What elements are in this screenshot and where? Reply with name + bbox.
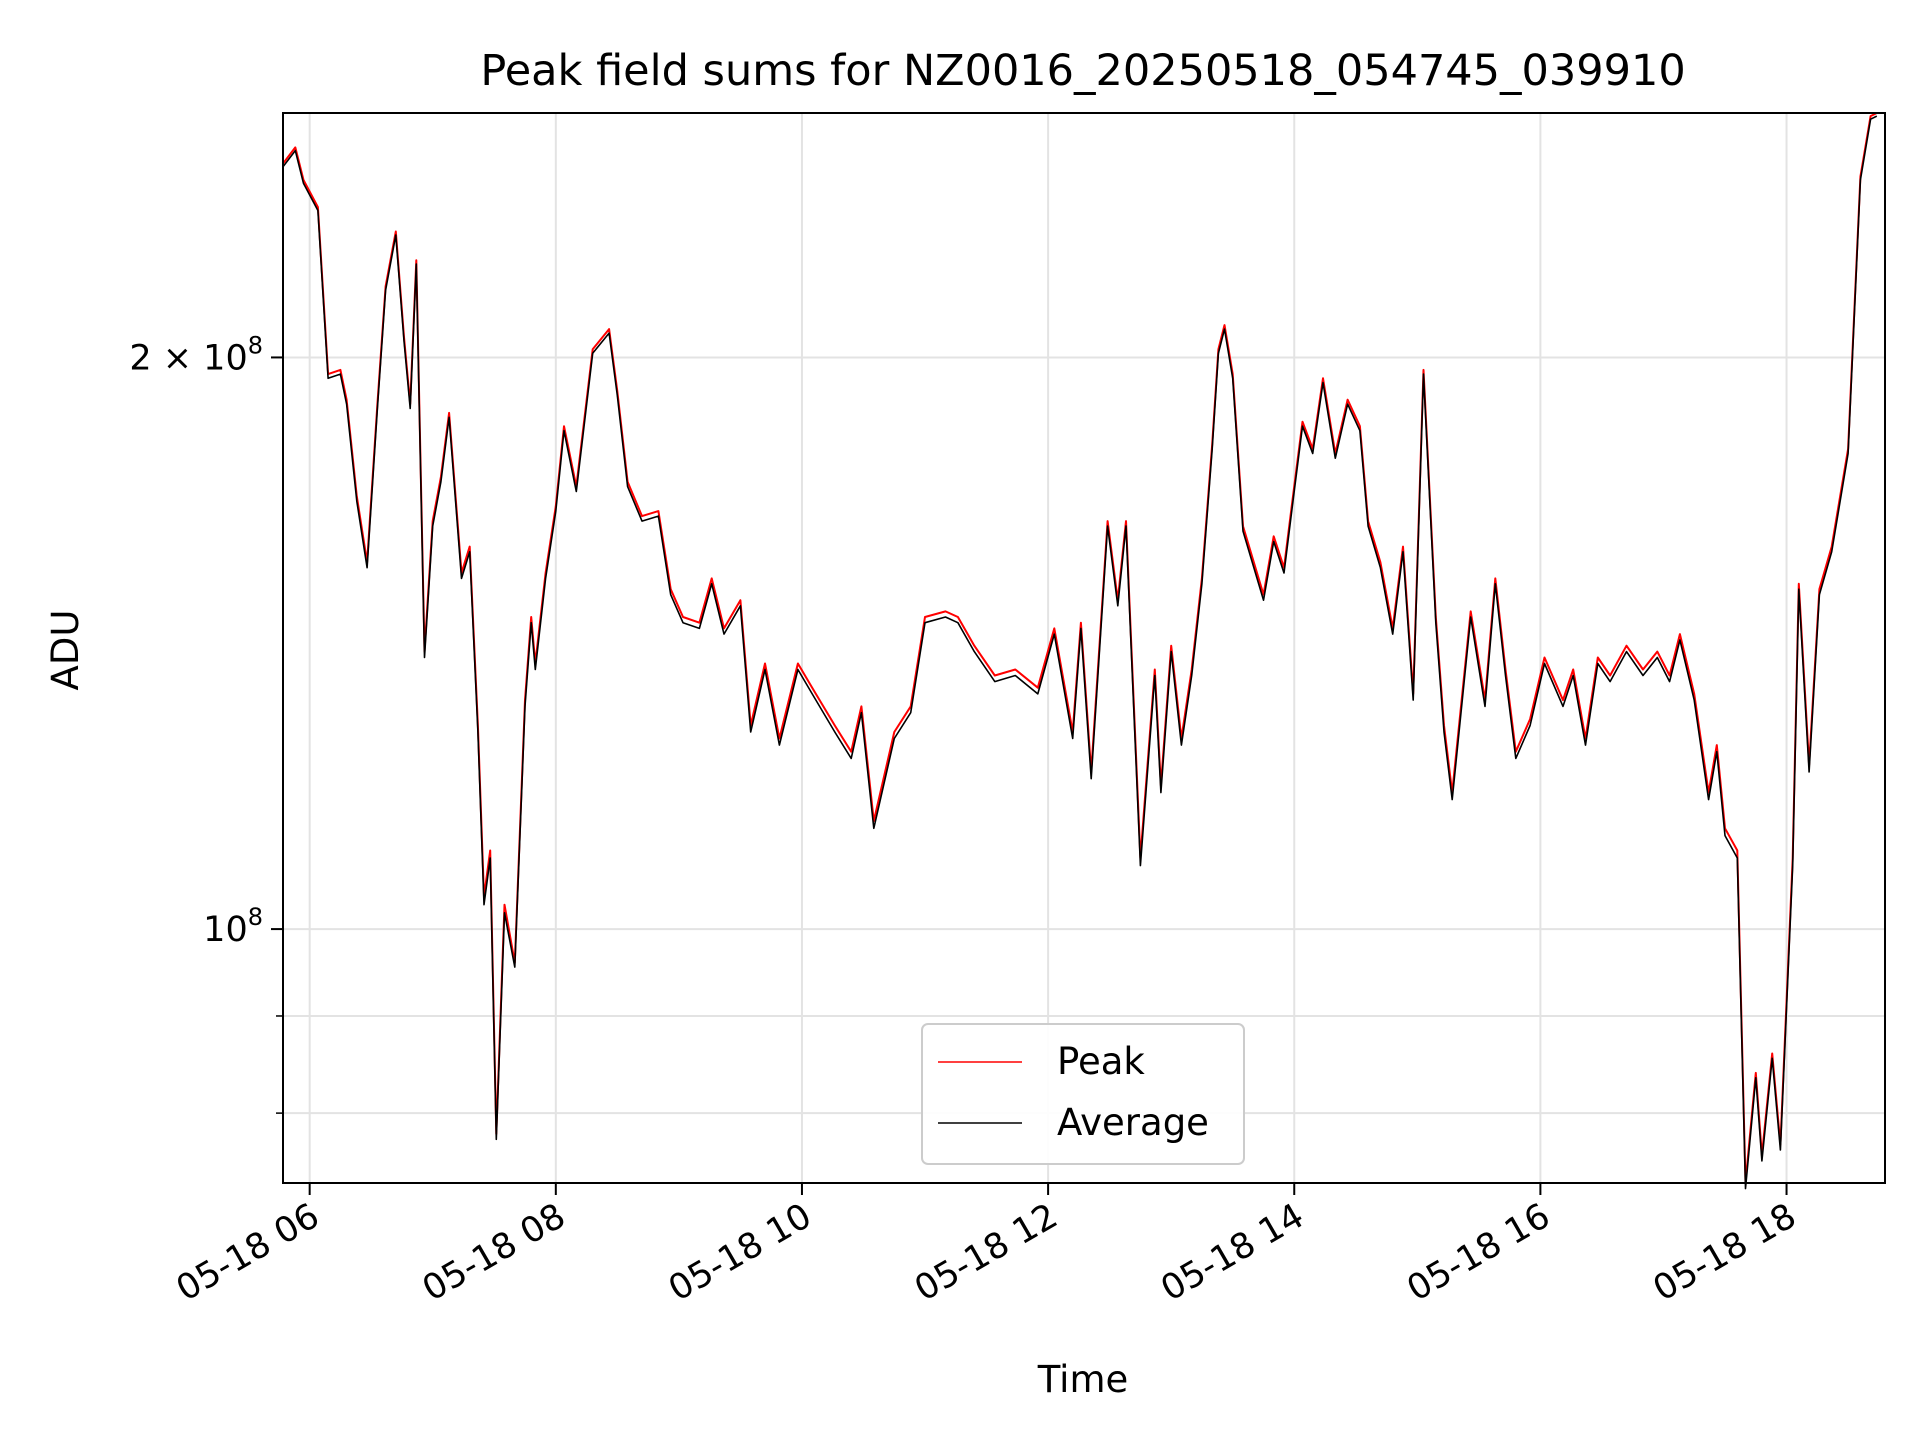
y-axis-label: ADU [44,610,87,691]
legend: Peak Average [921,1023,1245,1165]
x-axis-label: Time [1037,1358,1129,1401]
x-tick-label: 05-18 10 [662,1196,818,1309]
legend-peak-label: Peak [1057,1040,1145,1083]
x-tick-label: 05-18 16 [1401,1196,1557,1309]
y-axis: 108 2 × 108 [129,331,283,1114]
y-tick-label: 2 × 108 [129,331,263,378]
grid-lines [283,113,1885,1183]
legend-box [921,1023,1245,1165]
x-axis: 05-18 06 05-18 08 05-18 10 05-18 12 05-18 14… [170,1183,1803,1309]
chart-title: Peak field sums for NZ0016_20250518_0547… [480,46,1685,96]
x-tick-label: 05-18 06 [170,1196,326,1309]
legend-average-label: Average [1057,1101,1209,1144]
y-tick-label: 108 [203,903,263,950]
plot-frame [282,112,1886,1184]
x-tick-label: 05-18 12 [908,1196,1064,1309]
x-tick-label: 05-18 08 [416,1196,572,1309]
x-tick-label: 05-18 18 [1647,1196,1803,1309]
plot-series [282,112,1878,1190]
series-line-average [282,115,1878,1190]
x-tick-label: 05-18 14 [1154,1196,1310,1309]
